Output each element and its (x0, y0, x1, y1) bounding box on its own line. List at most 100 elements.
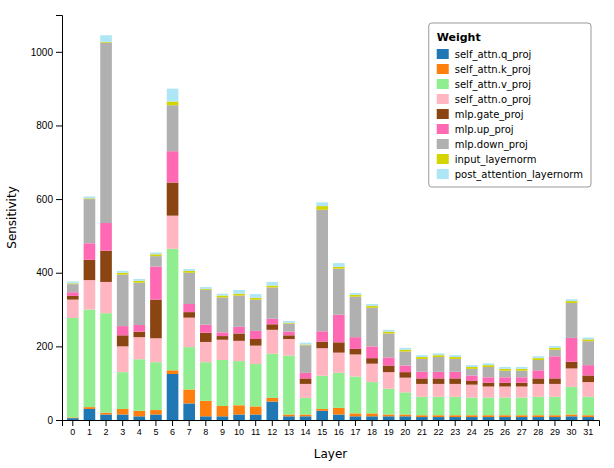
bar-segment (532, 370, 544, 378)
chart: 0123456789101112131415161718192021222324… (0, 0, 614, 468)
bar-segment (117, 273, 129, 275)
bar-segment (399, 416, 411, 420)
bar-segment (549, 378, 561, 384)
bar-segment (499, 386, 511, 397)
bar-segment (250, 298, 262, 300)
bar-segment (183, 312, 195, 318)
bar-segment (333, 408, 345, 415)
bar-segment (383, 366, 395, 373)
tick-mark (56, 199, 62, 200)
tick-mark (56, 52, 62, 53)
bar-segment (200, 362, 212, 401)
x-tick: 22 (434, 420, 444, 437)
bar-segment (300, 414, 312, 416)
x-tick: 6 (170, 420, 175, 437)
tick-label: 0 (70, 427, 75, 437)
legend-label: input_layernorm (455, 154, 537, 166)
bar-segment (300, 343, 312, 345)
bar-segment (217, 296, 229, 298)
bar-segment (483, 398, 495, 416)
legend-item: input_layernorm (437, 154, 537, 166)
bar-segment (84, 409, 96, 420)
bar-segment (300, 378, 312, 384)
bar-segment (183, 271, 195, 273)
legend-swatch (437, 169, 449, 179)
bar-segment (100, 223, 112, 251)
bar-segment (300, 384, 312, 398)
bar-segment (217, 360, 229, 406)
x-tick: 16 (334, 420, 344, 437)
bar-segment (200, 401, 212, 416)
tick-mark (538, 420, 539, 426)
bar-segment (366, 306, 378, 308)
bar-segment (316, 409, 328, 411)
bar-segment (100, 251, 112, 282)
tick-label: 14 (301, 427, 311, 437)
bar-segment (516, 386, 528, 397)
bar-segment (383, 389, 395, 415)
tick-mark (521, 420, 522, 426)
bar-segment (566, 338, 578, 362)
bar-segment (233, 327, 245, 334)
bar-segment (582, 375, 594, 382)
bar-segment (483, 386, 495, 397)
bar-segment (582, 338, 594, 340)
legend-label: self_attn.v_proj (455, 79, 531, 91)
bar-segment (566, 414, 578, 416)
bar-segment (466, 417, 478, 420)
x-axis: 0123456789101112131415161718192021222324… (63, 420, 600, 437)
bar-segment (366, 308, 378, 347)
bar-segment (366, 304, 378, 306)
bar-segment (283, 356, 295, 415)
bar-segment (582, 417, 594, 420)
tick-mark (56, 125, 62, 126)
bar-segment (399, 414, 411, 416)
bar-segment (217, 336, 229, 340)
tick-mark (72, 420, 73, 426)
x-tick: 2 (104, 420, 109, 437)
y-tick: 600 (36, 194, 62, 205)
bar-segment (250, 414, 262, 420)
bar-segment (433, 357, 445, 372)
tick-label: 20 (400, 427, 410, 437)
tick-label: 13 (284, 427, 294, 437)
bar-segment (300, 373, 312, 379)
bar-segment (449, 417, 461, 420)
bar-segment (117, 346, 129, 372)
bar-segment (499, 398, 511, 416)
tick-mark (56, 346, 62, 347)
tick-mark (438, 420, 439, 426)
bar-segment (150, 252, 162, 254)
bar-segment (483, 415, 495, 417)
bar-segment (167, 249, 179, 371)
bar-segment (300, 416, 312, 420)
bar-segment (283, 416, 295, 420)
bar-segment (549, 415, 561, 417)
bar-segment (84, 243, 96, 260)
bar-segment (150, 338, 162, 362)
bar-segment (350, 377, 362, 414)
bar-segment (350, 297, 362, 338)
bar-segment (266, 319, 278, 325)
bar-segment (200, 342, 212, 362)
bar-segment (566, 368, 578, 386)
bar-segment (167, 374, 179, 420)
bar-segment (333, 373, 345, 408)
y-tick: 0 (47, 415, 62, 426)
tick-label: 15 (317, 427, 327, 437)
bar-segment (316, 210, 328, 332)
bar-segment (499, 367, 511, 369)
tick-mark (471, 420, 472, 426)
legend-swatch (437, 49, 449, 59)
bar-segment (67, 296, 79, 300)
x-tick: 20 (400, 420, 410, 437)
tick-mark (372, 420, 373, 426)
bar-segment (183, 304, 195, 312)
legend-label: self_attn.k_proj (455, 64, 531, 76)
bar-segment (84, 280, 96, 309)
x-tick: 18 (367, 420, 377, 437)
tick-mark (288, 420, 289, 426)
bar-segment (333, 414, 345, 420)
legend-box (429, 23, 591, 187)
bar-segment (167, 89, 179, 102)
